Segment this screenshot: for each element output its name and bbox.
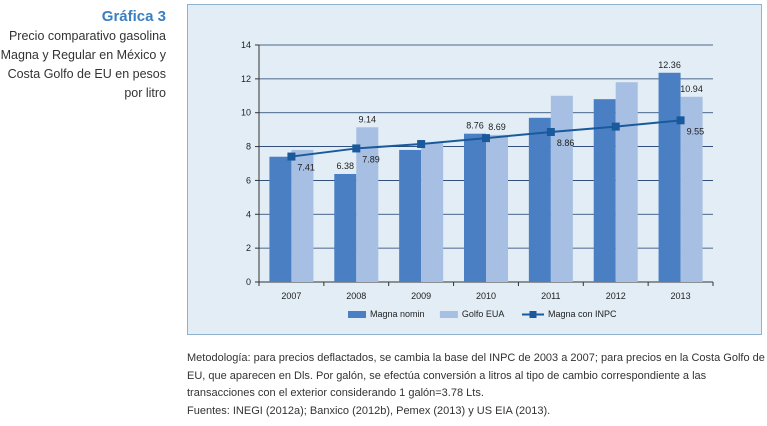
- point-magna-con-inpc-2012: [611, 122, 620, 131]
- point-magna-con-inpc-2010: [482, 134, 490, 143]
- x-tick-label-2012: 2012: [606, 291, 626, 301]
- bar-magna-nomin-2010: [464, 133, 486, 282]
- y-tick-label-8: 8: [246, 142, 251, 152]
- data-label-golfo-eua-2013: 10.94: [680, 84, 703, 94]
- legend-swatch-golfo-eua: [439, 311, 458, 318]
- bar-magna-nomin-2013: [658, 72, 681, 283]
- y-tick-label-6: 6: [246, 175, 251, 185]
- point-magna-con-inpc-2013: [676, 116, 685, 125]
- bar-golfo-eua-2010: [486, 134, 508, 282]
- bar-golfo-eua-2012: [615, 82, 638, 282]
- chart-caption-description: Precio comparativo gasolina Magna y Regu…: [0, 29, 166, 100]
- bar-golfo-eua-2011: [550, 95, 573, 283]
- legend-label-golfo-eua: Golfo EUA: [462, 309, 505, 319]
- x-tick-label-2009: 2009: [411, 291, 431, 301]
- x-tick-label-2013: 2013: [671, 291, 691, 301]
- y-tick-label-12: 12: [241, 74, 251, 84]
- point-magna-con-inpc-2009: [417, 140, 426, 149]
- sources-note: Fuentes: INEGI (2012a); Banxico (2012b),…: [187, 404, 551, 417]
- bar-magna-nomin-2009: [399, 149, 422, 282]
- bar-golfo-eua-2013: [680, 96, 703, 283]
- legend-label-magna-nomin: Magna nomin: [370, 309, 425, 319]
- legend-swatch-magna-nomin: [348, 311, 366, 318]
- data-label-magna-con-inpc-2013: 9.55: [687, 126, 705, 136]
- legend-swatch-marker-magna-con-inpc: [529, 311, 537, 318]
- data-label-magna-con-inpc-2011: 8.86: [557, 138, 575, 148]
- chart-frame: 0 2 4 6 8 10 12 14 2007 2008 2009 2010 2011 2012 2013 6…: [187, 4, 762, 335]
- x-tick-label-2008: 2008: [346, 291, 366, 301]
- x-tick-label-2007: 2007: [281, 291, 301, 301]
- bar-magna-nomin-2008: [334, 173, 357, 282]
- data-label-magna-nomin-2013: 12.36: [658, 60, 681, 70]
- bar-line-chart: 0 2 4 6 8 10 12 14 2007 2008 2009 2010 2011 2012 2013 6…: [241, 40, 714, 319]
- chart-notes: Metodología: para precios deflactados, s…: [187, 350, 765, 420]
- point-magna-con-inpc-2011: [546, 128, 555, 137]
- methodology-note: Metodología: para precios deflactados, s…: [187, 352, 765, 399]
- point-magna-con-inpc-2007: [287, 152, 296, 161]
- data-label-magna-nomin-2010: 8.76: [466, 121, 484, 131]
- data-label-magna-nomin-2008: 6.38: [337, 161, 355, 171]
- point-magna-con-inpc-2008: [352, 144, 361, 153]
- data-label-golfo-eua-2010: 8.69: [488, 122, 506, 132]
- bar-golfo-eua-2009: [421, 143, 444, 282]
- chart-caption: Gráfica 3 Precio comparativo gasolina Ma…: [0, 8, 168, 103]
- bar-golfo-eua-2007: [291, 149, 314, 282]
- data-label-magna-con-inpc-2008: 7.89: [362, 154, 380, 164]
- y-tick-label-14: 14: [241, 40, 251, 50]
- x-tick-label-2010: 2010: [476, 291, 496, 301]
- y-tick-label-4: 4: [246, 209, 251, 219]
- data-label-golfo-eua-2008: 9.14: [359, 114, 377, 124]
- bar-magna-nomin-2011: [528, 117, 551, 283]
- y-tick-label-0: 0: [246, 277, 251, 287]
- y-tick-label-10: 10: [241, 108, 251, 118]
- data-label-magna-con-inpc-2007: 7.41: [297, 163, 315, 173]
- legend-label-magna-con-inpc: Magna con INPC: [548, 309, 617, 319]
- x-tick-label-2011: 2011: [541, 291, 560, 301]
- bar-magna-nomin-2012: [593, 99, 616, 283]
- chart-caption-title: Gráfica 3: [101, 8, 166, 25]
- bar-golfo-eua-2008: [356, 127, 379, 282]
- y-tick-label-2: 2: [246, 243, 251, 253]
- bar-magna-nomin-2007: [269, 156, 292, 282]
